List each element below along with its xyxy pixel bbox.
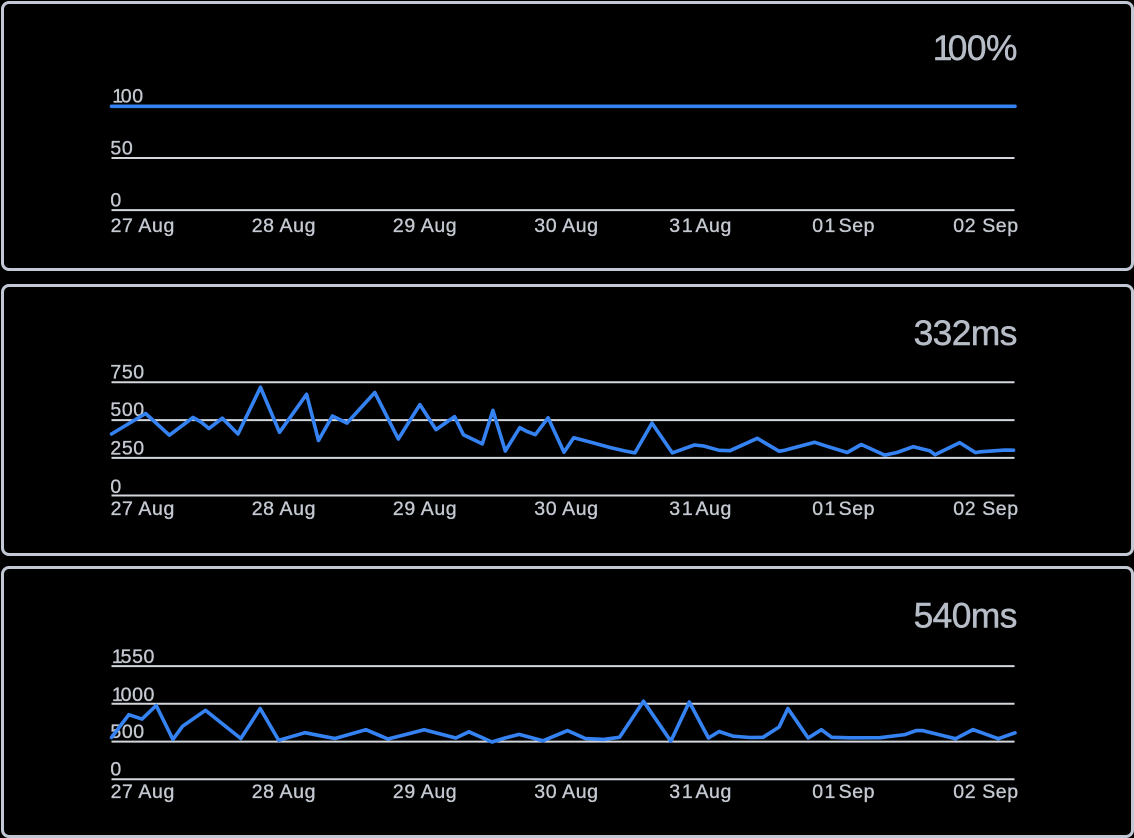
svg-text:31 Aug: 31 Aug [669, 781, 732, 803]
svg-text:29 Aug: 29 Aug [393, 215, 457, 237]
svg-text:100%: 100% [933, 29, 1017, 68]
svg-text:02 Sep: 02 Sep [953, 781, 1018, 803]
svg-text:27 Aug: 27 Aug [111, 498, 175, 520]
svg-text:28 Aug: 28 Aug [252, 781, 316, 803]
svg-text:27 Aug: 27 Aug [111, 781, 175, 803]
svg-text:29 Aug: 29 Aug [393, 781, 457, 803]
svg-text:31 Aug: 31 Aug [669, 498, 732, 520]
svg-text:100: 100 [112, 86, 143, 108]
svg-text:02 Sep: 02 Sep [953, 215, 1018, 237]
svg-text:1550: 1550 [112, 646, 155, 668]
svg-text:28 Aug: 28 Aug [252, 498, 316, 520]
svg-text:250: 250 [110, 437, 144, 459]
svg-text:500: 500 [110, 399, 144, 421]
svg-text:01 Sep: 01 Sep [812, 498, 875, 520]
svg-text:30 Aug: 30 Aug [534, 781, 598, 803]
svg-text:28 Aug: 28 Aug [252, 215, 316, 237]
svg-text:50: 50 [110, 137, 133, 159]
svg-text:31 Aug: 31 Aug [669, 215, 732, 237]
svg-text:01 Sep: 01 Sep [812, 781, 875, 803]
svg-text:0: 0 [110, 190, 121, 212]
svg-text:0: 0 [110, 759, 121, 781]
svg-text:30 Aug: 30 Aug [534, 498, 598, 520]
svg-text:29 Aug: 29 Aug [393, 498, 457, 520]
svg-text:27 Aug: 27 Aug [111, 215, 175, 237]
svg-text:540ms: 540ms [914, 597, 1017, 636]
svg-text:0: 0 [110, 476, 121, 498]
svg-text:30 Aug: 30 Aug [534, 215, 598, 237]
svg-text:750: 750 [110, 362, 144, 384]
svg-text:1000: 1000 [112, 684, 155, 706]
svg-text:01 Sep: 01 Sep [812, 215, 875, 237]
svg-text:332ms: 332ms [914, 314, 1017, 353]
svg-text:02 Sep: 02 Sep [953, 498, 1018, 520]
